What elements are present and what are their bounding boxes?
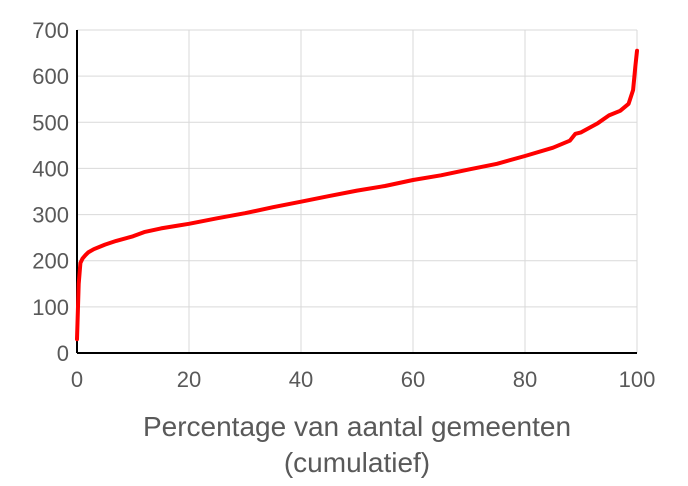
y-tick-label: 200	[32, 249, 69, 274]
x-tick-label: 60	[401, 367, 425, 392]
x-tick-label: 40	[289, 367, 313, 392]
x-tick-label: 80	[513, 367, 537, 392]
y-tick-label: 400	[32, 156, 69, 181]
x-tick-label: 0	[71, 367, 83, 392]
series-line-0	[75, 48, 639, 342]
tick-labels: 0 100 200 300 400 500 600 700 0 20 40 60 80 100	[32, 18, 655, 392]
x-axis-title: Percentage van aantal gemeenten	[143, 411, 571, 442]
x-axis-title-line2: (cumulatief)	[284, 447, 430, 478]
y-tick-label: 0	[57, 341, 69, 366]
series-group	[75, 48, 639, 342]
y-tick-label: 600	[32, 64, 69, 89]
x-tick-label: 20	[177, 367, 201, 392]
gridlines	[77, 29, 638, 353]
y-tick-label: 300	[32, 203, 69, 228]
y-tick-label: 100	[32, 295, 69, 320]
y-tick-label: 500	[32, 110, 69, 135]
x-tick-label: 100	[619, 367, 656, 392]
y-tick-label: 700	[32, 18, 69, 43]
